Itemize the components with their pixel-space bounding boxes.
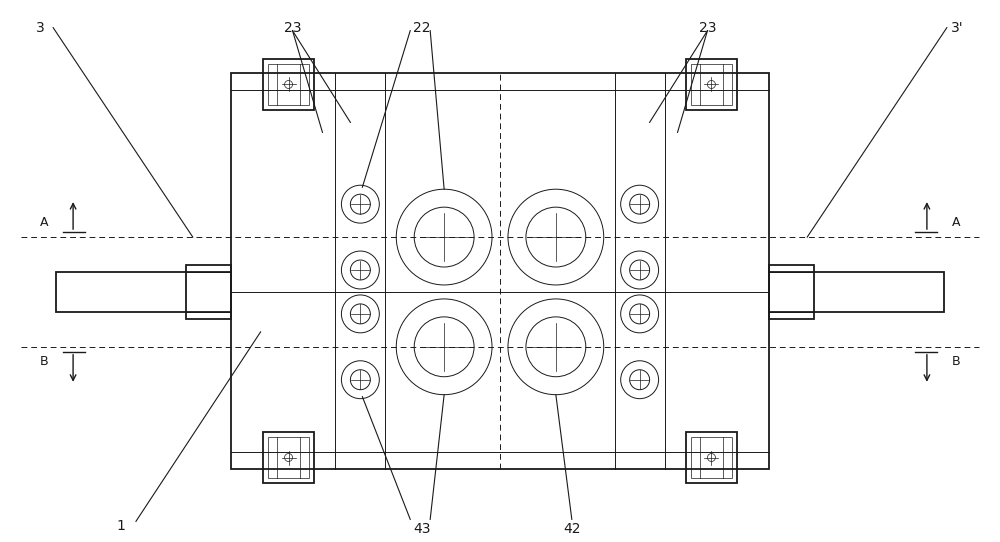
Text: B: B bbox=[952, 355, 960, 368]
Bar bbox=[691, 436, 732, 479]
Bar bbox=[686, 59, 737, 111]
Bar bbox=[56, 272, 231, 312]
Bar bbox=[686, 431, 737, 483]
Bar bbox=[263, 431, 314, 483]
Text: 42: 42 bbox=[563, 522, 581, 537]
Bar bbox=[691, 63, 732, 106]
Text: 3': 3' bbox=[951, 21, 964, 35]
Text: 1: 1 bbox=[117, 519, 125, 533]
Bar bbox=[231, 73, 769, 469]
Text: 22: 22 bbox=[413, 21, 431, 35]
Text: 23: 23 bbox=[699, 21, 716, 35]
Text: A: A bbox=[952, 216, 960, 229]
Bar bbox=[268, 63, 309, 106]
Text: 3: 3 bbox=[36, 21, 45, 35]
Bar bbox=[769, 264, 814, 319]
Text: A: A bbox=[40, 216, 48, 229]
Bar bbox=[268, 436, 309, 479]
Text: 43: 43 bbox=[413, 522, 431, 537]
Bar bbox=[186, 264, 231, 319]
Text: 23: 23 bbox=[284, 21, 301, 35]
Bar bbox=[769, 272, 944, 312]
Text: B: B bbox=[40, 355, 48, 368]
Bar bbox=[263, 59, 314, 111]
